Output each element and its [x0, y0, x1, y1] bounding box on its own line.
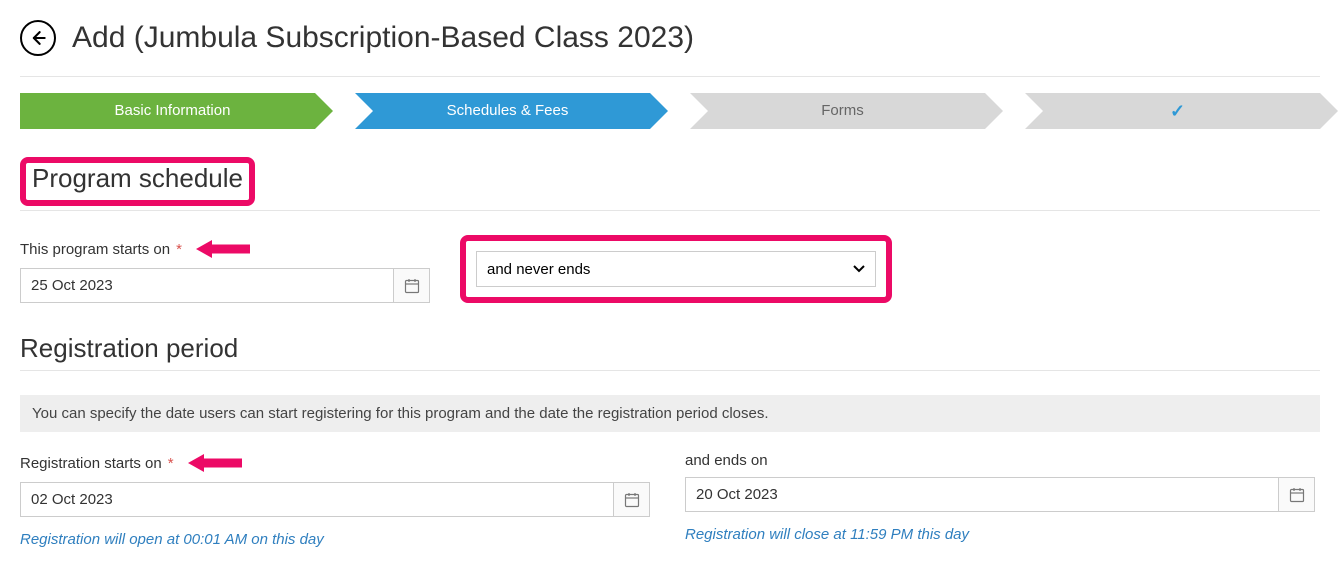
step-label: Basic Information [115, 102, 231, 119]
calendar-icon [624, 492, 640, 508]
registration-end-hint: Registration will close at 11:59 PM this… [685, 526, 1320, 543]
registration-row: Registration starts on * [20, 452, 1320, 548]
step-basic-information[interactable]: Basic Information [20, 93, 315, 129]
registration-start-input-wrap [20, 482, 650, 517]
calendar-button[interactable] [393, 269, 429, 302]
registration-info-text: You can specify the date users can start… [20, 395, 1320, 432]
annotation-arrow-icon [194, 238, 250, 260]
program-end-field: and never ends [460, 235, 892, 303]
program-end-select[interactable]: and never ends [476, 251, 876, 287]
check-icon: ✓ [1170, 101, 1185, 121]
calendar-button[interactable] [1278, 478, 1314, 511]
section-title-registration: Registration period [20, 333, 238, 370]
section-divider [20, 210, 1320, 211]
section-divider [20, 370, 1320, 371]
program-start-row: This program starts on * [20, 235, 1320, 303]
wizard-steps: Basic Information Schedules & Fees Forms… [20, 93, 1320, 129]
header-divider [20, 76, 1320, 77]
label-text: and ends on [685, 452, 768, 469]
calendar-button[interactable] [613, 483, 649, 516]
required-asterisk: * [176, 241, 182, 258]
arrow-left-icon [28, 28, 48, 48]
registration-end-label: and ends on [685, 452, 1320, 469]
registration-start-hint: Registration will open at 00:01 AM on th… [20, 531, 655, 548]
annotation-highlight-select: and never ends [460, 235, 892, 303]
calendar-icon [1289, 487, 1305, 503]
registration-end-col: and ends on Registration will close at 1… [685, 452, 1320, 548]
page-header: Add (Jumbula Subscription-Based Class 20… [20, 20, 1320, 56]
step-schedules-fees[interactable]: Schedules & Fees [355, 93, 650, 129]
step-confirm[interactable]: ✓ [1025, 93, 1320, 129]
program-start-input-wrap [20, 268, 430, 303]
label-text: This program starts on [20, 241, 170, 258]
program-start-input[interactable] [21, 269, 393, 302]
registration-start-input[interactable] [21, 483, 613, 516]
program-start-field: This program starts on * [20, 238, 430, 303]
registration-start-label: Registration starts on * [20, 452, 655, 474]
registration-period-section: Registration period You can specify the … [20, 333, 1320, 548]
step-label: Schedules & Fees [447, 102, 569, 119]
calendar-icon [404, 278, 420, 294]
step-label: Forms [821, 102, 864, 119]
label-text: Registration starts on [20, 455, 162, 472]
page-title: Add (Jumbula Subscription-Based Class 20… [72, 21, 694, 55]
step-forms[interactable]: Forms [690, 93, 985, 129]
registration-end-input-wrap [685, 477, 1315, 512]
annotation-highlight-title: Program schedule [20, 157, 255, 206]
registration-end-input[interactable] [686, 478, 1278, 511]
section-title-program-schedule: Program schedule [32, 163, 243, 200]
annotation-arrow-icon [186, 452, 242, 474]
required-asterisk: * [168, 455, 174, 472]
registration-start-col: Registration starts on * [20, 452, 655, 548]
program-start-label: This program starts on * [20, 238, 430, 260]
program-schedule-section: Program schedule This program starts on … [20, 157, 1320, 303]
back-button[interactable] [20, 20, 56, 56]
